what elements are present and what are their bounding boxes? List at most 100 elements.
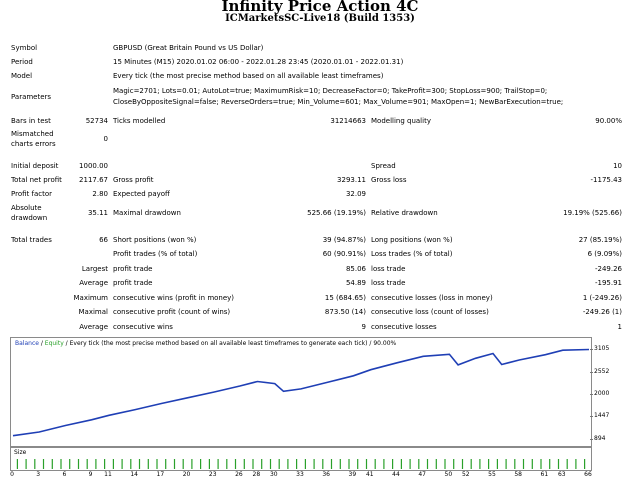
balance-series-line	[12, 348, 590, 437]
average-consecutive-wins-value: 9	[361, 323, 366, 331]
size-bar	[208, 459, 210, 469]
y-tick-label: 2552	[594, 367, 610, 375]
maximal-drawdown-label: Maximal drawdown	[113, 209, 181, 217]
x-tick-label: 52	[461, 471, 470, 478]
x-axis: 0 3 6 9 11 14 17 20 23 26 28 30 33 36 39 41 44 47 50 52 55 58…	[10, 471, 600, 480]
x-tick-label: 39	[348, 471, 357, 478]
max-consecutive-losses-label: consecutive losses (loss in money)	[371, 294, 493, 302]
size-bar	[374, 459, 376, 469]
relative-drawdown-label: Relative drawdown	[371, 209, 438, 217]
size-bar	[348, 459, 350, 469]
size-bar	[112, 459, 114, 469]
x-tick-label: 23	[208, 471, 217, 478]
size-bar	[313, 459, 315, 469]
gross-profit-label: Gross profit	[113, 176, 154, 184]
size-bar	[147, 459, 149, 469]
maximal-label: Maximal	[78, 308, 108, 316]
total-net-profit-value: 2117.67	[79, 176, 108, 184]
size-bar	[444, 459, 446, 469]
y-tick-mark	[590, 393, 593, 395]
size-bar	[261, 459, 263, 469]
absolute-drawdown-label-2: drawdown	[11, 214, 48, 222]
maximum-label: Maximum	[73, 294, 109, 302]
size-bar	[540, 459, 542, 469]
report-title: Infinity Price Action 4C	[221, 0, 419, 15]
size-bar	[505, 459, 507, 469]
size-bar	[16, 459, 18, 469]
chart-caption: Balance / Equity / Every tick (the most …	[15, 340, 396, 347]
initial-deposit-label: Initial deposit	[11, 162, 59, 170]
average-consecutive-losses-label: consecutive losses	[371, 323, 437, 331]
size-bar	[287, 459, 289, 469]
y-tick-mark	[590, 416, 593, 418]
size-bar	[173, 459, 176, 469]
size-bar	[243, 459, 245, 469]
equity-legend: Equity	[44, 340, 64, 347]
profit-trades-value: 60 (90.91%)	[322, 250, 366, 258]
caption-text: / Every tick (the most precise method ba…	[63, 340, 397, 347]
profit-factor-label: Profit factor	[11, 190, 52, 198]
spread-label: Spread	[371, 162, 396, 170]
period-label: Period	[11, 58, 33, 66]
size-bar	[461, 459, 464, 469]
y-tick-label: 3105	[594, 345, 610, 352]
size-bar	[296, 459, 298, 469]
modelling-quality-value: 90.00%	[595, 117, 622, 125]
size-bar	[557, 459, 560, 469]
size-bar	[409, 459, 411, 469]
ticks-label: Ticks modelled	[113, 117, 166, 125]
caption-separator: /	[38, 340, 45, 347]
size-bar	[69, 459, 71, 469]
size-bar	[549, 459, 551, 469]
y-tick-label: 894	[594, 435, 606, 442]
maximal-consecutive-profit-value: 873.50 (14)	[324, 308, 366, 316]
mismatched-value: 0	[103, 135, 108, 143]
size-bar	[453, 459, 455, 469]
balance-legend: Balance	[15, 340, 39, 347]
y-tick-mark	[590, 371, 593, 373]
size-bar	[104, 459, 106, 469]
x-tick-label: 14	[130, 471, 138, 478]
parameters-label: Parameters	[11, 93, 52, 101]
size-bar	[575, 459, 577, 469]
size-bar	[77, 459, 80, 469]
short-positions-label: Short positions (won %)	[113, 236, 197, 244]
size-bar	[435, 459, 437, 469]
average-profit-value: 54.89	[345, 279, 366, 287]
x-tick-label: 55	[488, 471, 496, 478]
long-positions-label: Long positions (won %)	[371, 236, 453, 244]
size-bar	[426, 459, 429, 469]
maximal-consecutive-loss-label: consecutive loss (count of losses)	[371, 308, 489, 316]
y-tick-label: 1447	[594, 412, 610, 420]
total-trades-value: 66	[99, 236, 108, 244]
x-tick-label: 33	[296, 471, 304, 478]
x-tick-label: 47	[418, 471, 426, 478]
size-chart: Size	[10, 447, 592, 471]
x-tick-label: 3	[36, 471, 41, 478]
expected-payoff-value: 32.09	[345, 190, 366, 198]
long-positions-value: 27 (85.19%)	[578, 236, 622, 244]
average-consecutive-losses-value: 1	[617, 323, 622, 331]
x-tick-label: 0	[10, 471, 14, 478]
x-tick-label: 41	[365, 471, 374, 478]
size-bar	[252, 459, 254, 469]
size-bar	[566, 459, 568, 469]
parameters-line-2: CloseByOppositeSignal=false; ReverseOrde…	[113, 98, 564, 106]
size-bar	[182, 459, 184, 469]
x-tick-label: 63	[557, 471, 566, 478]
size-bar	[479, 459, 481, 469]
x-tick-label: 36	[322, 471, 330, 478]
maximal-drawdown-value: 525.66 (19.19%)	[307, 209, 366, 217]
largest-profit-label: profit trade	[113, 265, 153, 273]
mismatched-label-2: charts errors	[11, 140, 56, 148]
x-tick-label: 30	[269, 471, 278, 478]
size-bar	[200, 459, 202, 469]
size-bar	[25, 459, 27, 469]
total-trades-label: Total trades	[11, 236, 52, 244]
x-tick-label: 61	[540, 471, 549, 478]
x-tick-label: 20	[182, 471, 191, 478]
average-loss-value: -195.91	[594, 279, 622, 287]
size-bar	[60, 459, 62, 469]
size-bar	[226, 459, 228, 469]
size-bar	[34, 459, 36, 469]
